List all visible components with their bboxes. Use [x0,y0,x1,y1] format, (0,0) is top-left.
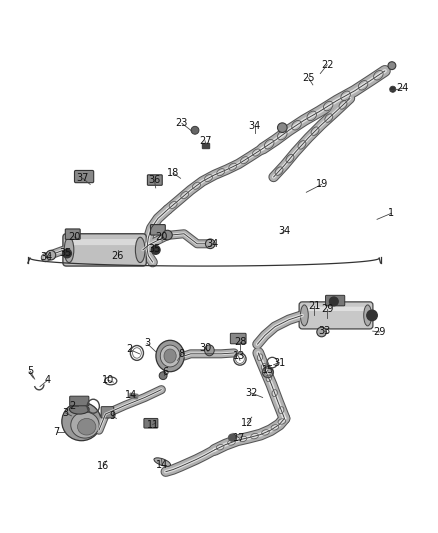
Bar [202,142,209,148]
Circle shape [229,434,236,441]
Ellipse shape [300,305,308,326]
Ellipse shape [62,402,101,441]
Ellipse shape [164,349,176,363]
FancyBboxPatch shape [74,171,94,183]
Circle shape [367,310,377,321]
Ellipse shape [154,458,170,466]
Text: 29: 29 [374,327,386,337]
Text: 23: 23 [176,118,188,128]
Text: 14: 14 [156,460,168,470]
Ellipse shape [388,62,396,70]
Text: 21: 21 [308,301,320,311]
Text: 6: 6 [162,367,169,377]
Text: 2: 2 [70,401,76,411]
FancyBboxPatch shape [304,306,368,311]
Text: 19: 19 [315,180,328,189]
Text: 3: 3 [144,338,150,349]
Ellipse shape [135,237,145,263]
Ellipse shape [78,418,96,435]
Text: 17: 17 [233,433,245,442]
Text: 20: 20 [155,232,168,242]
Text: 34: 34 [249,121,261,131]
Text: 32: 32 [246,388,258,398]
Text: 2: 2 [127,344,133,354]
Text: 1: 1 [389,208,395,218]
FancyBboxPatch shape [148,175,162,185]
Text: 5: 5 [27,366,34,376]
Ellipse shape [162,230,172,240]
Text: 28: 28 [234,337,246,346]
FancyBboxPatch shape [63,234,146,266]
Text: 15: 15 [262,366,274,375]
FancyBboxPatch shape [68,239,141,245]
Text: 34: 34 [40,252,53,262]
Text: 22: 22 [321,60,333,70]
Text: 18: 18 [167,168,179,178]
Text: 12: 12 [241,418,254,428]
Text: 31: 31 [273,358,286,368]
Text: 35: 35 [59,247,71,257]
Text: 30: 30 [199,343,211,353]
Text: 35: 35 [148,244,161,254]
Bar [130,393,138,399]
Text: 34: 34 [279,225,291,236]
Ellipse shape [205,239,215,248]
Text: 33: 33 [318,326,331,336]
Text: 37: 37 [77,173,89,183]
Ellipse shape [156,340,184,372]
FancyBboxPatch shape [70,396,89,406]
Text: 27: 27 [199,136,211,146]
Text: 11: 11 [146,419,159,430]
Ellipse shape [390,86,396,92]
Text: 7: 7 [53,426,60,437]
FancyBboxPatch shape [144,418,158,428]
Circle shape [63,249,71,258]
Text: 3: 3 [62,408,68,418]
Text: 10: 10 [102,375,114,385]
Ellipse shape [205,345,214,356]
Circle shape [151,246,160,254]
Text: 34: 34 [206,239,219,249]
Text: 29: 29 [321,304,333,314]
Text: 9: 9 [109,411,115,421]
Ellipse shape [317,327,326,337]
Ellipse shape [71,412,99,438]
Ellipse shape [46,251,56,260]
Ellipse shape [191,126,199,134]
FancyBboxPatch shape [65,229,80,239]
Text: 36: 36 [148,175,160,185]
FancyBboxPatch shape [325,295,345,306]
Ellipse shape [364,305,371,326]
Text: 13: 13 [233,351,245,361]
Text: 24: 24 [396,83,409,93]
FancyBboxPatch shape [150,224,165,235]
Ellipse shape [160,345,180,367]
Text: 16: 16 [97,462,110,472]
Circle shape [329,297,338,306]
Text: 25: 25 [302,73,315,83]
Text: 4: 4 [45,375,51,385]
FancyBboxPatch shape [299,302,373,329]
FancyBboxPatch shape [230,333,246,344]
Text: 8: 8 [179,349,185,359]
Ellipse shape [70,405,89,414]
Ellipse shape [278,123,287,133]
Text: 14: 14 [125,390,137,400]
FancyBboxPatch shape [101,407,114,418]
Text: 26: 26 [112,251,124,261]
Text: 20: 20 [68,232,80,242]
Ellipse shape [64,237,74,263]
Ellipse shape [159,372,167,379]
